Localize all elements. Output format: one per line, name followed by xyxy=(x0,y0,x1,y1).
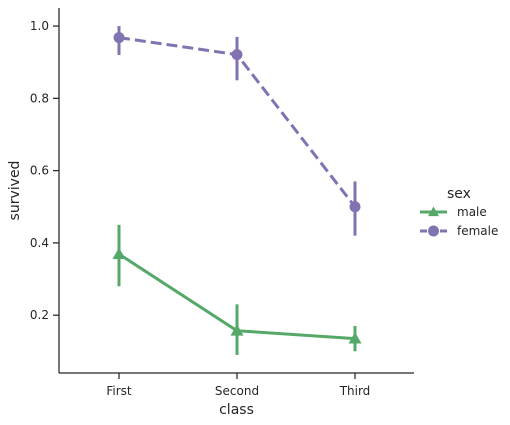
legend-marker xyxy=(428,225,439,237)
x-tick-label: Second xyxy=(215,384,259,398)
x-tick-label: Third xyxy=(339,384,371,398)
y-tick-label: 0.8 xyxy=(30,91,49,105)
series-female xyxy=(113,26,361,236)
legend-label: female xyxy=(457,224,498,238)
plot-area xyxy=(112,26,362,355)
y-tick-label: 0.2 xyxy=(30,308,49,322)
data-point xyxy=(348,332,362,344)
y-tick-label: 0.4 xyxy=(30,236,49,250)
legend-item-female: female xyxy=(420,224,498,238)
data-point xyxy=(113,32,125,44)
legend-title: sex xyxy=(447,186,471,202)
data-point xyxy=(112,247,126,259)
x-tick-label: First xyxy=(106,384,132,398)
y-tick-label: 1.0 xyxy=(30,19,49,33)
data-point xyxy=(349,201,361,213)
data-point xyxy=(231,49,243,61)
axes: 0.2 0.4 0.6 0.8 1.0 First Second Third xyxy=(30,8,414,398)
legend-label: male xyxy=(457,205,487,219)
legend-item-male: male xyxy=(420,205,487,219)
legend: sex male female xyxy=(420,186,498,238)
data-point xyxy=(230,324,244,336)
legend-marker xyxy=(428,206,439,217)
x-axis-label: class xyxy=(219,402,254,418)
y-tick-label: 0.6 xyxy=(30,164,49,178)
y-axis-label: survived xyxy=(7,161,23,221)
series-male xyxy=(112,224,362,355)
